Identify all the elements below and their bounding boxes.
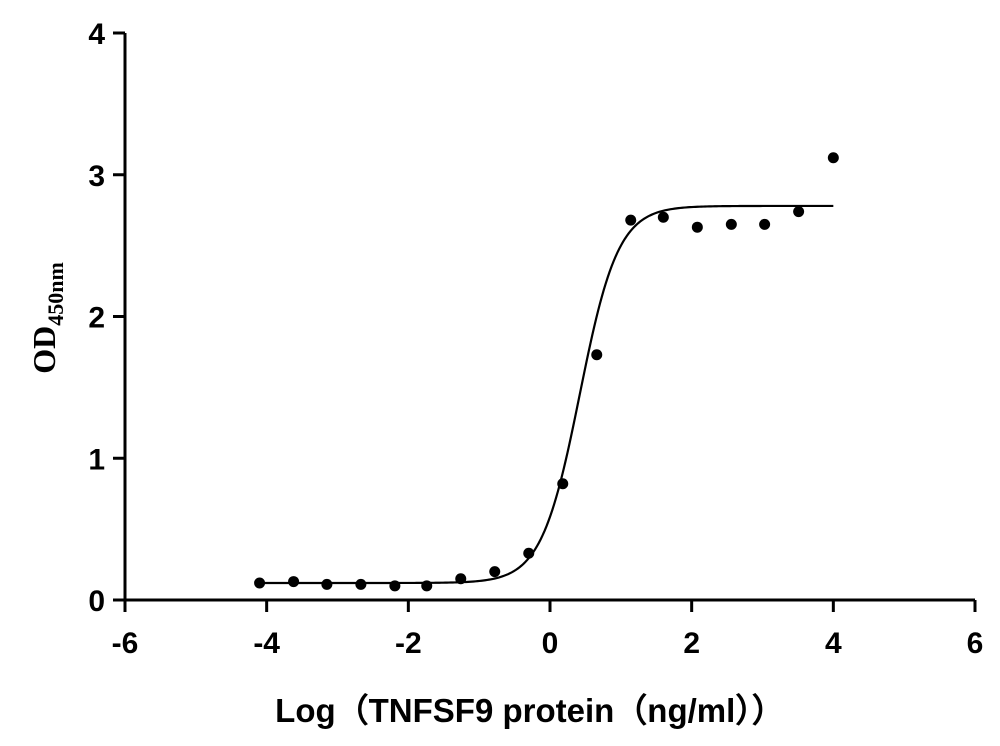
x-tick-label: -2 [395, 627, 422, 660]
x-axis-title: Log（TNFSF9 protein（ng/ml）） [275, 692, 785, 729]
data-point [254, 577, 266, 589]
y-tick-label: 3 [88, 160, 105, 193]
x-tick-label: 0 [542, 627, 559, 660]
data-point [557, 478, 569, 490]
y-tick-label: 1 [88, 443, 105, 476]
fit-curve [259, 204, 834, 585]
y-tick-label: 4 [88, 18, 105, 51]
x-tick-label: -4 [253, 627, 280, 660]
data-point [691, 221, 703, 233]
data-point [389, 580, 401, 592]
y-tick-label: 2 [88, 302, 105, 335]
y-axis: 0 1 2 3 4 [88, 18, 127, 618]
x-tick-label: 4 [825, 627, 842, 660]
data-point [591, 349, 603, 361]
data-point [657, 211, 669, 223]
data-point [759, 218, 771, 230]
y-axis-title-subscript: 450nm [43, 262, 68, 326]
data-point [625, 214, 637, 226]
y-axis-title-main: OD [26, 326, 62, 374]
x-tick-label: 2 [683, 627, 700, 660]
data-point [455, 573, 467, 585]
data-point [321, 578, 333, 590]
data-point [288, 576, 300, 588]
data-point [523, 547, 535, 559]
data-point [421, 580, 433, 592]
data-point [355, 578, 367, 590]
data-point [725, 218, 737, 230]
data-point [793, 206, 805, 218]
data-point [489, 566, 501, 578]
data-points [254, 152, 839, 592]
x-axis: -6 -4 -2 0 2 4 6 [112, 598, 984, 660]
x-tick-label: -6 [112, 627, 139, 660]
data-point [827, 152, 839, 164]
y-tick-label: 0 [88, 585, 105, 618]
y-axis-title: OD450nm [26, 262, 68, 374]
x-tick-label: 6 [967, 627, 984, 660]
